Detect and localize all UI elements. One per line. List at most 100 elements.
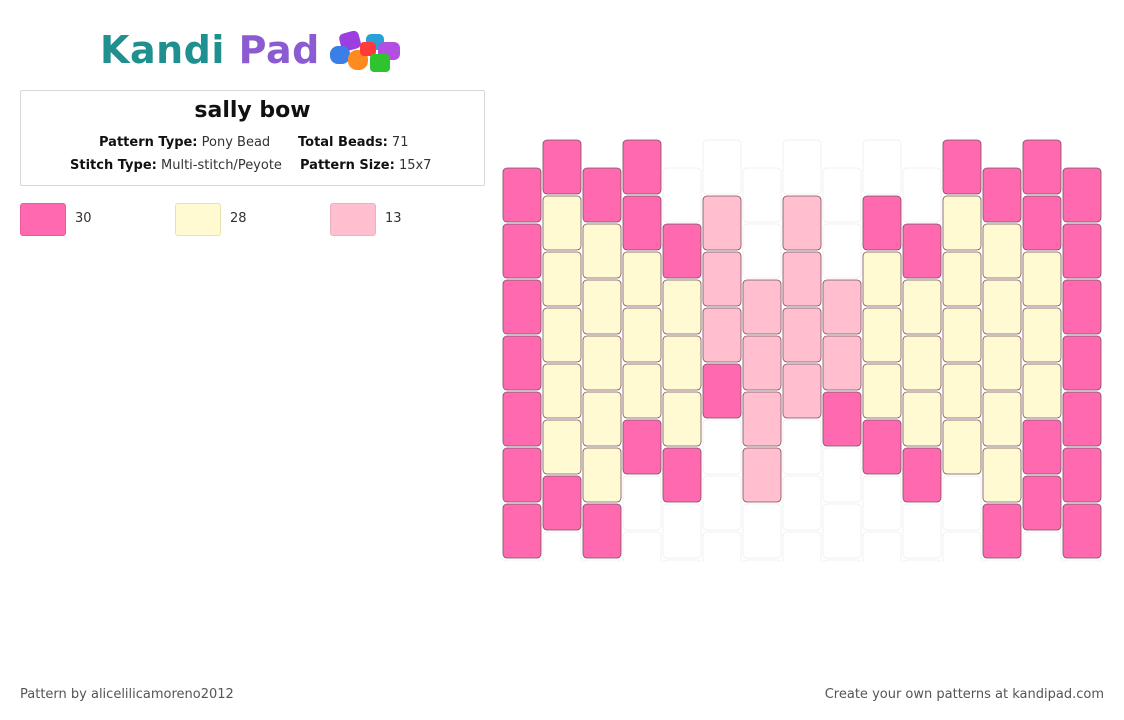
bead-r3-c8: [822, 335, 862, 391]
bead-r3-c1: [542, 307, 582, 363]
bead-r2-c14: [1062, 279, 1102, 335]
bead-r4-c1: [542, 363, 582, 419]
bead-r0-c1: [542, 139, 582, 195]
bead-r0-c6: [742, 167, 782, 223]
bead-r6-c2: [582, 503, 622, 559]
bead-r6-c0: [502, 503, 542, 559]
bead-r7-c7: [782, 531, 822, 562]
bead-r1-c2: [582, 223, 622, 279]
bead-r0-c8: [822, 167, 862, 223]
bead-r3-c2: [582, 335, 622, 391]
bead-r3-c0: [502, 335, 542, 391]
bead-r5-c5: [702, 419, 742, 475]
bead-r4-c7: [782, 363, 822, 419]
bead-r1-c8: [822, 223, 862, 279]
bead-r2-c7: [782, 251, 822, 307]
bead-r3-c4: [662, 335, 702, 391]
bead-r4-c2: [582, 391, 622, 447]
color-swatch: [175, 203, 221, 236]
bead-count: 30: [75, 211, 92, 226]
bead-r0-c4: [662, 167, 702, 223]
bead-r1-c4: [662, 223, 702, 279]
bead-r4-c6: [742, 391, 782, 447]
bead-r3-c14: [1062, 335, 1102, 391]
bead-r6-c12: [982, 503, 1022, 559]
bead-r7-c11: [942, 531, 982, 562]
bead-r1-c10: [902, 223, 942, 279]
bead-r1-c5: [702, 195, 742, 251]
bead-r2-c12: [982, 279, 1022, 335]
bead-r2-c2: [582, 279, 622, 335]
bead-r5-c8: [822, 447, 862, 503]
bead-r3-c6: [742, 335, 782, 391]
bead-pattern-grid: [502, 139, 1102, 562]
bead-r5-c9: [862, 419, 902, 475]
bead-r3-c12: [982, 335, 1022, 391]
bead-r6-c4: [662, 503, 702, 559]
bead-r3-c9: [862, 307, 902, 363]
bead-r5-c7: [782, 419, 822, 475]
bead-r3-c3: [622, 307, 662, 363]
bead-r7-c0: [502, 559, 542, 562]
bead-r0-c12: [982, 167, 1022, 223]
pattern-title: sally bow: [194, 98, 311, 123]
bead-r2-c0: [502, 279, 542, 335]
bead-r0-c7: [782, 139, 822, 195]
bead-r4-c10: [902, 391, 942, 447]
pattern-info-card: sally bow Pattern Type: Pony Bead Total …: [20, 90, 485, 186]
bead-r1-c12: [982, 223, 1022, 279]
bead-r6-c8: [822, 503, 862, 559]
bead-r6-c11: [942, 475, 982, 531]
bead-r1-c0: [502, 223, 542, 279]
bead-r7-c6: [742, 559, 782, 562]
bead-r5-c6: [742, 447, 782, 503]
bead-r7-c5: [702, 531, 742, 562]
bead-count: 13: [385, 211, 402, 226]
bead-r7-c8: [822, 559, 862, 562]
bead-r6-c13: [1022, 475, 1062, 531]
kandipad-logo[interactable]: Kandi Pad: [100, 24, 410, 80]
bead-r2-c4: [662, 279, 702, 335]
stitch-type: Stitch Type: Multi-stitch/Peyote: [70, 158, 282, 173]
bead-r1-c13: [1022, 195, 1062, 251]
bead-r5-c14: [1062, 447, 1102, 503]
logo-wordmark: Kandi Pad: [100, 28, 320, 72]
bead-r5-c4: [662, 447, 702, 503]
bead-r5-c13: [1022, 419, 1062, 475]
bead-r3-c7: [782, 307, 822, 363]
bead-r0-c9: [862, 139, 902, 195]
bead-r0-c2: [582, 167, 622, 223]
bead-r4-c13: [1022, 363, 1062, 419]
bead-r4-c14: [1062, 391, 1102, 447]
bead-r3-c13: [1022, 307, 1062, 363]
bead-r0-c13: [1022, 139, 1062, 195]
bead-r4-c3: [622, 363, 662, 419]
bead-r6-c7: [782, 475, 822, 531]
bead-r1-c6: [742, 223, 782, 279]
bead-r0-c10: [902, 167, 942, 223]
bead-r7-c9: [862, 531, 902, 562]
bead-r6-c10: [902, 503, 942, 559]
total-beads: Total Beads: 71: [298, 135, 409, 150]
bead-r5-c0: [502, 447, 542, 503]
kandipad-promo-link[interactable]: Create your own patterns at kandipad.com: [824, 687, 1104, 702]
bead-r7-c13: [1022, 531, 1062, 562]
color-swatch: [330, 203, 376, 236]
bead-r2-c9: [862, 251, 902, 307]
bead-r2-c13: [1022, 251, 1062, 307]
bead-r5-c10: [902, 447, 942, 503]
bead-r7-c2: [582, 559, 622, 562]
bead-r6-c3: [622, 475, 662, 531]
bead-r2-c1: [542, 251, 582, 307]
bead-r1-c9: [862, 195, 902, 251]
bead-r0-c3: [622, 139, 662, 195]
bead-r5-c2: [582, 447, 622, 503]
bead-r5-c1: [542, 419, 582, 475]
bead-r1-c7: [782, 195, 822, 251]
bead-r6-c9: [862, 475, 902, 531]
bead-r4-c8: [822, 391, 862, 447]
bead-r5-c12: [982, 447, 1022, 503]
bead-r6-c1: [542, 475, 582, 531]
bead-r2-c6: [742, 279, 782, 335]
bead-r3-c5: [702, 307, 742, 363]
